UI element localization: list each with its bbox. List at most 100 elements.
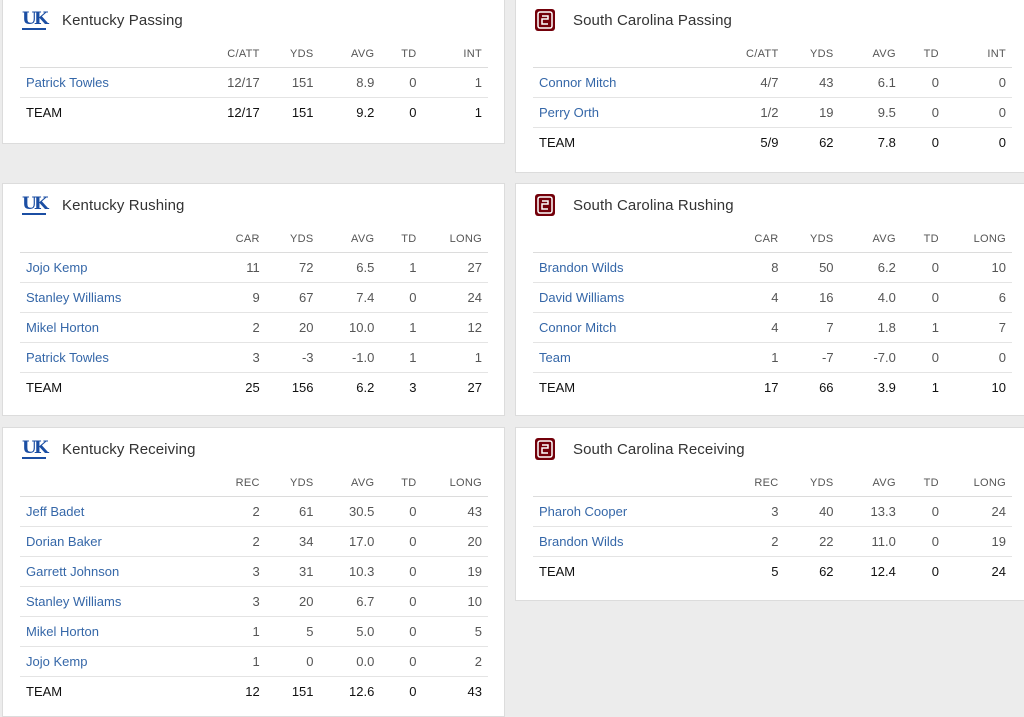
- table-header-row: REC YDS AVG TD LONG: [20, 470, 488, 497]
- player-name-link[interactable]: Jojo Kemp: [20, 646, 198, 677]
- kentucky-passing-card: UK Kentucky Passing C/ATT YDS AVG TD INT Patric…: [2, 0, 505, 144]
- column-header-player: [533, 226, 716, 253]
- stat-cell-avg: 10.0: [319, 312, 381, 343]
- player-name-link[interactable]: Mikel Horton: [20, 616, 198, 647]
- player-name-link[interactable]: Jeff Badet: [20, 496, 198, 527]
- player-row: Brandon Wilds 2 22 11.0 0 19: [533, 526, 1012, 557]
- stat-cell-yds: -7: [784, 342, 840, 373]
- stat-cell-yds: 72: [265, 252, 320, 283]
- stat-cell-long: 20: [422, 526, 488, 557]
- stat-cell-rec: 2: [715, 526, 785, 557]
- player-row: Perry Orth 1/2 19 9.5 0 0: [533, 97, 1012, 128]
- stat-cell-td: 0: [931, 135, 939, 150]
- stat-cell-yds: 22: [784, 526, 840, 557]
- table-header-row: C/ATT YDS AVG TD INT: [533, 41, 1012, 68]
- stat-cell-td: 1: [380, 312, 423, 343]
- stat-cell-c-att: 4/7: [715, 67, 785, 98]
- card-title: Kentucky Rushing: [62, 196, 185, 214]
- stat-cell-yds: 66: [819, 380, 834, 395]
- player-name-link[interactable]: Perry Orth: [533, 97, 716, 128]
- stat-cell-td: 1: [931, 380, 939, 395]
- stat-cell-long: 24: [991, 564, 1006, 579]
- card-title: South Carolina Passing: [573, 11, 732, 29]
- player-name-link[interactable]: Mikel Horton: [20, 312, 198, 343]
- player-name-link[interactable]: Stanley Williams: [20, 586, 198, 617]
- stat-cell-avg: 8.9: [319, 67, 381, 98]
- stat-cell-long: 24: [944, 496, 1012, 527]
- stat-cell-avg: 1.8: [839, 312, 902, 343]
- team-total-label: TEAM: [26, 105, 63, 120]
- player-name-link[interactable]: Patrick Towles: [20, 67, 198, 98]
- stat-cell-long: 6: [944, 282, 1012, 313]
- card-header: South Carolina Rushing: [533, 184, 1012, 226]
- column-header-long: LONG: [422, 470, 488, 497]
- column-header-td: TD: [901, 470, 945, 497]
- player-row: Stanley Williams 9 67 7.4 0 24: [20, 282, 488, 313]
- card-title: South Carolina Rushing: [573, 196, 734, 214]
- stat-cell-avg: 6.7: [319, 586, 381, 617]
- south-carolina-logo-icon: [534, 8, 556, 32]
- stats-table: REC YDS AVG TD LONG Pharoh Cooper 3 40 13.3 0 24 Br…: [533, 470, 1012, 586]
- player-name-link[interactable]: David Williams: [533, 282, 716, 313]
- column-header-yds: YDS: [784, 41, 840, 68]
- stat-cell-avg: 6.2: [839, 252, 902, 283]
- stats-table: CAR YDS AVG TD LONG Jojo Kemp 11 72 6.5 1 27 Stanle…: [20, 226, 488, 402]
- team-total-row: TEAM 17 66 3.9 1 10: [533, 373, 1012, 403]
- stat-cell-rec: 2: [197, 496, 266, 527]
- player-row: Pharoh Cooper 3 40 13.3 0 24: [533, 496, 1012, 527]
- stat-cell-yds: 43: [784, 67, 840, 98]
- player-name-link[interactable]: Dorian Baker: [20, 526, 198, 557]
- stat-cell-avg: 6.2: [356, 380, 375, 395]
- stat-cell-td: 0: [380, 646, 423, 677]
- player-name-link[interactable]: Connor Mitch: [533, 67, 716, 98]
- player-row: David Williams 4 16 4.0 0 6: [533, 282, 1012, 313]
- stat-cell-long: 10: [991, 380, 1006, 395]
- player-name-link[interactable]: Team: [533, 342, 716, 373]
- player-row: Mikel Horton 1 5 5.0 0 5: [20, 616, 488, 647]
- south-carolina-receiving-card: South Carolina Receiving REC YDS AVG TD LONG P…: [515, 427, 1024, 601]
- column-header-car: CAR: [197, 226, 266, 253]
- player-row: Garrett Johnson 3 31 10.3 0 19: [20, 556, 488, 587]
- stat-cell-car: 3: [197, 342, 266, 373]
- stat-cell-td: 0: [380, 496, 423, 527]
- stat-cell-rec: 3: [715, 496, 785, 527]
- player-name-link[interactable]: Patrick Towles: [20, 342, 198, 373]
- south-carolina-passing-card: South Carolina Passing C/ATT YDS AVG TD INT Co…: [515, 0, 1024, 173]
- stat-cell-rec: 3: [197, 556, 266, 587]
- column-header-avg: AVG: [319, 470, 381, 497]
- player-row: Patrick Towles 12/17 151 8.9 0 1: [20, 67, 488, 98]
- stat-cell-c-att: 12/17: [227, 105, 260, 120]
- stat-cell-yds: 34: [265, 526, 320, 557]
- stat-cell-avg: 5.0: [319, 616, 381, 647]
- card-header: South Carolina Passing: [533, 0, 1012, 41]
- player-name-link[interactable]: Pharoh Cooper: [533, 496, 716, 527]
- stat-cell-td: 0: [901, 526, 945, 557]
- stat-cell-td: 0: [901, 67, 945, 98]
- player-name-link[interactable]: Brandon Wilds: [533, 252, 716, 283]
- kentucky-rushing-card: UK Kentucky Rushing CAR YDS AVG TD LONG Jojo Ke…: [2, 183, 505, 416]
- stat-cell-long: 10: [944, 252, 1012, 283]
- card-title: South Carolina Receiving: [573, 440, 745, 458]
- stat-cell-td: 0: [931, 564, 939, 579]
- column-header-avg: AVG: [839, 226, 902, 253]
- player-name-link[interactable]: Garrett Johnson: [20, 556, 198, 587]
- stats-table: C/ATT YDS AVG TD INT Connor Mitch 4/7 43 6.1 0 0 Pe…: [533, 41, 1012, 157]
- stat-cell-long: 24: [422, 282, 488, 313]
- table-header-row: C/ATT YDS AVG TD INT: [20, 41, 488, 68]
- column-header-yds: YDS: [265, 41, 320, 68]
- column-header-td: TD: [380, 470, 423, 497]
- stat-cell-avg: 9.2: [356, 105, 375, 120]
- player-name-link[interactable]: Jojo Kemp: [20, 252, 198, 283]
- column-header-rec: REC: [197, 470, 266, 497]
- stat-cell-car: 25: [245, 380, 260, 395]
- player-name-link[interactable]: Stanley Williams: [20, 282, 198, 313]
- stat-cell-avg: 7.4: [319, 282, 381, 313]
- stat-cell-td: 0: [901, 97, 945, 128]
- card-title: Kentucky Passing: [62, 11, 183, 29]
- player-name-link[interactable]: Connor Mitch: [533, 312, 716, 343]
- player-name-link[interactable]: Brandon Wilds: [533, 526, 716, 557]
- stat-cell-td: 1: [380, 252, 423, 283]
- stat-cell-yds: -3: [265, 342, 320, 373]
- card-header: South Carolina Receiving: [533, 428, 1012, 470]
- stat-cell-rec: 1: [197, 616, 266, 647]
